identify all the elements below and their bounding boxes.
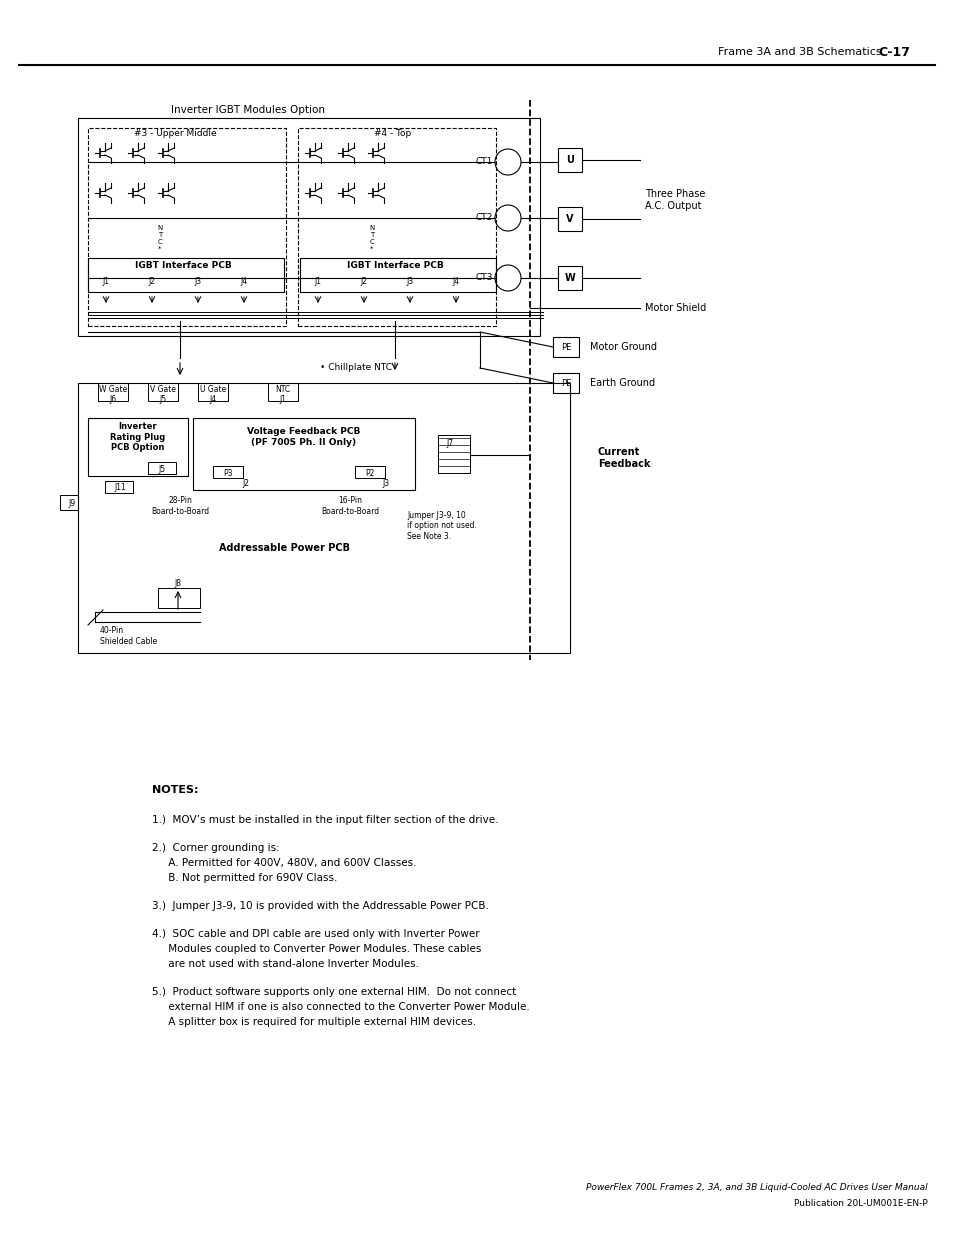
Bar <box>198 383 228 401</box>
Text: V: V <box>566 214 573 224</box>
Text: NTC: NTC <box>275 385 291 394</box>
Text: Inverter IGBT Modules Option: Inverter IGBT Modules Option <box>171 105 325 115</box>
Bar <box>553 337 578 357</box>
Text: 4.)  SOC cable and DPI cable are used only with Inverter Power: 4.) SOC cable and DPI cable are used onl… <box>152 929 479 939</box>
Bar <box>297 128 496 326</box>
Text: 16-Pin
Board-to-Board: 16-Pin Board-to-Board <box>320 496 378 516</box>
Text: *: * <box>158 246 161 252</box>
Text: IGBT Interface PCB: IGBT Interface PCB <box>134 262 232 270</box>
Bar <box>299 258 496 291</box>
Text: J2: J2 <box>242 479 250 489</box>
Text: U Gate: U Gate <box>200 385 226 394</box>
Text: are not used with stand-alone Inverter Modules.: are not used with stand-alone Inverter M… <box>152 960 418 969</box>
Text: T: T <box>157 232 162 238</box>
Bar <box>78 119 539 336</box>
Text: Inverter
Rating Plug
PCB Option: Inverter Rating Plug PCB Option <box>111 422 166 452</box>
Text: J4: J4 <box>452 278 459 287</box>
Text: Publication 20L-UM001E-EN-P: Publication 20L-UM001E-EN-P <box>794 1198 927 1208</box>
Bar <box>98 383 128 401</box>
Text: A splitter box is required for multiple external HIM devices.: A splitter box is required for multiple … <box>152 1016 476 1028</box>
Text: U: U <box>565 156 574 165</box>
Text: N: N <box>157 225 162 231</box>
Text: J6: J6 <box>110 395 116 405</box>
Text: PowerFlex 700L Frames 2, 3A, and 3B Liquid-Cooled AC Drives User Manual: PowerFlex 700L Frames 2, 3A, and 3B Liqu… <box>586 1183 927 1193</box>
Text: V Gate: V Gate <box>150 385 175 394</box>
Bar <box>558 207 581 231</box>
Text: Voltage Feedback PCB
(PF 700S Ph. II Only): Voltage Feedback PCB (PF 700S Ph. II Onl… <box>247 427 360 447</box>
Text: J1: J1 <box>279 395 286 405</box>
Bar <box>60 495 78 510</box>
Bar <box>148 383 178 401</box>
Text: J11: J11 <box>114 483 126 493</box>
Text: J4: J4 <box>240 278 247 287</box>
Text: J7: J7 <box>446 438 453 447</box>
Bar <box>88 128 286 326</box>
Text: 40-Pin
Shielded Cable: 40-Pin Shielded Cable <box>100 626 157 646</box>
Text: J2: J2 <box>360 278 367 287</box>
Text: Current
Feedback: Current Feedback <box>598 447 650 469</box>
Text: Three Phase
A.C. Output: Three Phase A.C. Output <box>644 189 704 211</box>
Text: J2: J2 <box>149 278 155 287</box>
Bar <box>88 258 284 291</box>
Text: IGBT Interface PCB: IGBT Interface PCB <box>346 262 443 270</box>
Text: *: * <box>370 246 374 252</box>
Bar <box>355 466 385 478</box>
Bar <box>148 462 175 474</box>
Bar <box>193 417 415 490</box>
Text: Motor Ground: Motor Ground <box>589 342 657 352</box>
Text: B. Not permitted for 690V Class.: B. Not permitted for 690V Class. <box>152 873 337 883</box>
Text: J9: J9 <box>69 499 75 508</box>
Text: T: T <box>370 232 374 238</box>
Bar <box>105 480 132 493</box>
Bar <box>88 417 188 475</box>
Text: J8: J8 <box>174 578 181 588</box>
Text: CT1: CT1 <box>476 158 493 167</box>
Text: Modules coupled to Converter Power Modules. These cables: Modules coupled to Converter Power Modul… <box>152 944 481 953</box>
Text: Earth Ground: Earth Ground <box>589 378 655 388</box>
Text: 2.)  Corner grounding is:: 2.) Corner grounding is: <box>152 844 279 853</box>
Text: • Chillplate NTC: • Chillplate NTC <box>319 363 392 373</box>
Text: NOTES:: NOTES: <box>152 785 198 795</box>
Text: C-17: C-17 <box>877 46 909 58</box>
Text: P2: P2 <box>365 469 375 478</box>
Text: 3.)  Jumper J3-9, 10 is provided with the Addressable Power PCB.: 3.) Jumper J3-9, 10 is provided with the… <box>152 902 488 911</box>
Bar <box>437 435 470 473</box>
Text: Frame 3A and 3B Schematics: Frame 3A and 3B Schematics <box>718 47 881 57</box>
Bar <box>78 383 569 653</box>
Text: C: C <box>157 240 162 245</box>
Text: N: N <box>369 225 375 231</box>
Text: 1.)  MOV’s must be installed in the input filter section of the drive.: 1.) MOV’s must be installed in the input… <box>152 815 498 825</box>
Text: A. Permitted for 400V, 480V, and 600V Classes.: A. Permitted for 400V, 480V, and 600V Cl… <box>152 858 416 868</box>
Text: J1: J1 <box>102 278 110 287</box>
Text: 5.)  Product software supports only one external HIM.  Do not connect: 5.) Product software supports only one e… <box>152 987 516 997</box>
Bar <box>553 373 578 393</box>
Text: J5: J5 <box>159 395 167 405</box>
Bar <box>158 588 200 608</box>
Text: J4: J4 <box>210 395 216 405</box>
Text: Addressable Power PCB: Addressable Power PCB <box>219 543 350 553</box>
Text: external HIM if one is also connected to the Converter Power Module.: external HIM if one is also connected to… <box>152 1002 529 1011</box>
Text: W: W <box>564 273 575 283</box>
Text: P3: P3 <box>223 469 233 478</box>
Text: CT3: CT3 <box>476 273 493 283</box>
Text: PE: PE <box>560 378 571 388</box>
Text: Motor Shield: Motor Shield <box>644 303 705 312</box>
Text: J3: J3 <box>194 278 201 287</box>
Text: CT2: CT2 <box>476 214 493 222</box>
Text: W Gate: W Gate <box>99 385 127 394</box>
Text: C: C <box>369 240 374 245</box>
Text: J3: J3 <box>406 278 414 287</box>
Bar <box>558 148 581 172</box>
Bar <box>213 466 243 478</box>
Text: J1: J1 <box>314 278 321 287</box>
Bar <box>558 266 581 290</box>
Text: 28-Pin
Board-to-Board: 28-Pin Board-to-Board <box>151 496 209 516</box>
Text: J5: J5 <box>158 464 166 473</box>
Text: J3: J3 <box>382 479 389 489</box>
Text: #3 - Upper Middle: #3 - Upper Middle <box>133 128 216 137</box>
Text: PE: PE <box>560 342 571 352</box>
Bar <box>268 383 297 401</box>
Text: Jumper J3-9, 10
if option not used.
See Note 3.: Jumper J3-9, 10 if option not used. See … <box>407 511 476 541</box>
Text: #4 - Top: #4 - Top <box>374 128 411 137</box>
